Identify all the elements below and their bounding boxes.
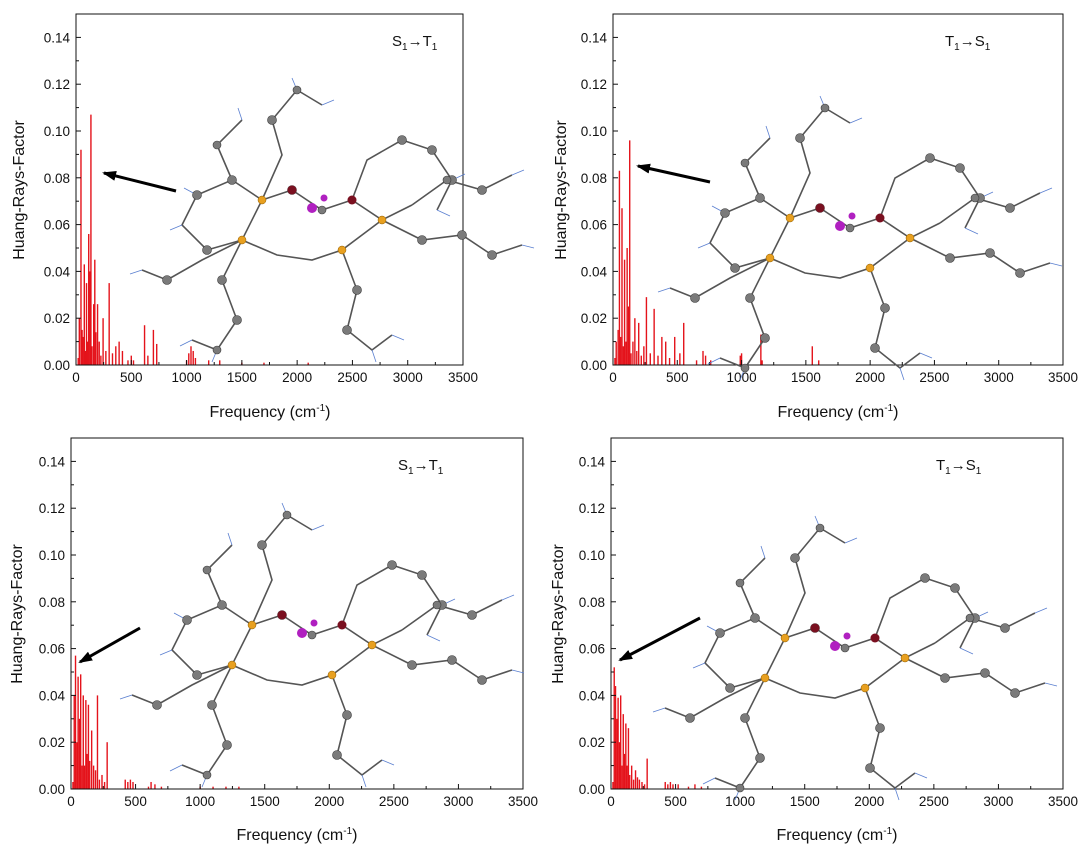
y-tick-label: 0.14 <box>581 30 608 45</box>
x-tick-label: 2500 <box>919 794 949 809</box>
molecule-illustration <box>657 95 1063 381</box>
pointer-arrow <box>618 616 701 662</box>
y-tick-label: 0.10 <box>39 548 65 563</box>
x-tick-label: 2000 <box>314 794 344 809</box>
transition-label: T1→S1 <box>945 33 991 53</box>
x-tick-label: 2500 <box>919 370 949 385</box>
y-tick-label: 0.06 <box>579 642 605 657</box>
y-tick-label: 0.08 <box>39 595 65 610</box>
x-tick-label: 500 <box>666 370 689 385</box>
y-tick-label: 0.14 <box>579 454 606 469</box>
y-tick-label: 0.06 <box>581 218 607 233</box>
y-tick-label: 0.02 <box>39 735 65 750</box>
x-tick-label: 3000 <box>983 794 1013 809</box>
x-axis-title: Frequency (cm-1) <box>237 826 358 844</box>
y-axis-title: Huang-Rays-Factor <box>9 544 26 684</box>
x-tick-label: 3000 <box>393 370 423 385</box>
y-tick-label: 0.00 <box>581 358 607 373</box>
y-tick-label: 0.00 <box>579 782 605 797</box>
panel-1: 0 500 1000 1500 2000 2500 3000 3500 0.00 0.02 0.04… <box>581 13 1078 385</box>
x-tick-label: 3000 <box>443 794 473 809</box>
y-tick-label: 0.04 <box>44 264 71 279</box>
plot-frame <box>70 437 524 790</box>
x-tick-label: 2500 <box>337 370 367 385</box>
x-tick-label: 2000 <box>855 370 885 385</box>
molecule-illustration <box>129 77 535 363</box>
transition-label: T1→S1 <box>936 457 982 477</box>
y-tick-label: 0.08 <box>44 171 70 186</box>
x-tick-label: 0 <box>67 794 75 809</box>
x-axis-title: Frequency (cm-1) <box>777 826 898 844</box>
panel-3: 0 500 1000 1500 2000 2500 3000 3500 0.00 0.02 0.04… <box>579 437 1078 809</box>
y-tick-label: 0.06 <box>39 642 65 657</box>
y-tick-label: 0.14 <box>39 454 66 469</box>
x-tick-label: 1000 <box>172 370 202 385</box>
x-axis-title: Frequency (cm-1) <box>210 403 331 421</box>
y-tick-label: 0.02 <box>581 311 607 326</box>
y-tick-label: 0.04 <box>39 688 66 703</box>
x-tick-label: 0 <box>72 370 80 385</box>
x-tick-label: 1000 <box>725 794 755 809</box>
y-tick-label: 0.02 <box>44 311 70 326</box>
y-tick-label: 0.12 <box>44 77 70 92</box>
x-tick-label: 1500 <box>791 370 821 385</box>
y-axis-title: Huang-Rays-Factor <box>553 120 570 260</box>
x-tick-label: 1500 <box>227 370 257 385</box>
y-tick-label: 0.00 <box>39 782 65 797</box>
panel-2: 0 500 1000 1500 2000 2500 3000 3500 0.00 0.02 0.04… <box>39 437 538 809</box>
x-tick-label: 0 <box>607 794 615 809</box>
y-tick-label: 0.04 <box>581 264 608 279</box>
x-tick-label: 1000 <box>185 794 215 809</box>
pointer-arrow <box>102 171 177 193</box>
y-tick-label: 0.12 <box>579 501 605 516</box>
x-tick-label: 0 <box>609 370 617 385</box>
x-tick-label: 1500 <box>790 794 820 809</box>
y-tick-label: 0.02 <box>579 735 605 750</box>
transition-label: S1→T1 <box>398 457 444 477</box>
y-tick-label: 0.10 <box>44 124 70 139</box>
plot-frame <box>75 13 464 366</box>
y-tick-label: 0.04 <box>579 688 606 703</box>
y-axis-title: Huang-Rays-Factor <box>11 120 28 260</box>
x-tick-label: 3500 <box>508 794 538 809</box>
y-tick-label: 0.14 <box>44 30 71 45</box>
plot-frame <box>612 13 1064 366</box>
y-axis-title: Huang-Rays-Factor <box>550 544 567 684</box>
plot-frame <box>610 437 1064 790</box>
x-tick-label: 1000 <box>727 370 757 385</box>
x-tick-label: 3500 <box>1048 794 1078 809</box>
y-tick-label: 0.08 <box>579 595 605 610</box>
y-tick-label: 0.12 <box>39 501 65 516</box>
x-tick-label: 2000 <box>854 794 884 809</box>
x-tick-label: 3500 <box>448 370 478 385</box>
molecule-illustration <box>119 502 525 788</box>
pointer-arrow <box>78 626 141 664</box>
x-tick-label: 2000 <box>282 370 312 385</box>
y-tick-label: 0.10 <box>581 124 607 139</box>
pointer-arrow <box>636 163 711 184</box>
x-tick-label: 500 <box>120 370 143 385</box>
x-tick-label: 500 <box>124 794 147 809</box>
y-tick-label: 0.00 <box>44 358 70 373</box>
y-tick-label: 0.10 <box>579 548 605 563</box>
molecule-illustration <box>652 515 1058 801</box>
x-tick-label: 500 <box>664 794 687 809</box>
x-tick-label: 1500 <box>250 794 280 809</box>
transition-label: S1→T1 <box>392 33 438 53</box>
x-tick-label: 3500 <box>1048 370 1078 385</box>
y-tick-label: 0.08 <box>581 171 607 186</box>
x-tick-label: 2500 <box>379 794 409 809</box>
x-tick-label: 3000 <box>984 370 1014 385</box>
x-axis-title: Frequency (cm-1) <box>778 403 899 421</box>
panel-0: 0 500 1000 1500 2000 2500 3000 3500 0.00 0.02 0.04… <box>44 13 478 385</box>
y-tick-label: 0.12 <box>581 77 607 92</box>
y-tick-label: 0.06 <box>44 218 70 233</box>
